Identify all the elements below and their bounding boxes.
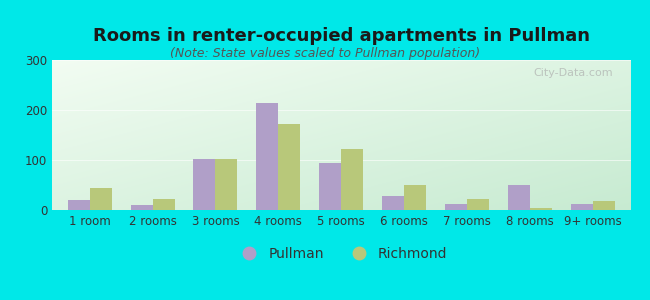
Bar [508,185,530,210]
Bar [445,204,467,210]
Legend: Pullman, Richmond: Pullman, Richmond [229,241,453,266]
Bar [530,208,552,210]
Title: Rooms in renter-occupied apartments in Pullman: Rooms in renter-occupied apartments in P… [93,27,590,45]
Text: (Note: State values scaled to Pullman population): (Note: State values scaled to Pullman po… [170,46,480,59]
Bar [278,124,300,210]
Bar [404,185,426,210]
Bar [216,158,237,210]
Text: City-Data.com: City-Data.com [534,68,613,77]
Bar [382,196,404,210]
Bar [571,203,593,210]
Bar [194,158,216,210]
Bar [68,200,90,210]
Bar [593,201,615,210]
Bar [467,199,489,210]
Bar [90,188,112,210]
Bar [319,163,341,210]
Bar [256,103,278,210]
Bar [131,205,153,210]
Bar [153,199,175,210]
Bar [341,149,363,210]
